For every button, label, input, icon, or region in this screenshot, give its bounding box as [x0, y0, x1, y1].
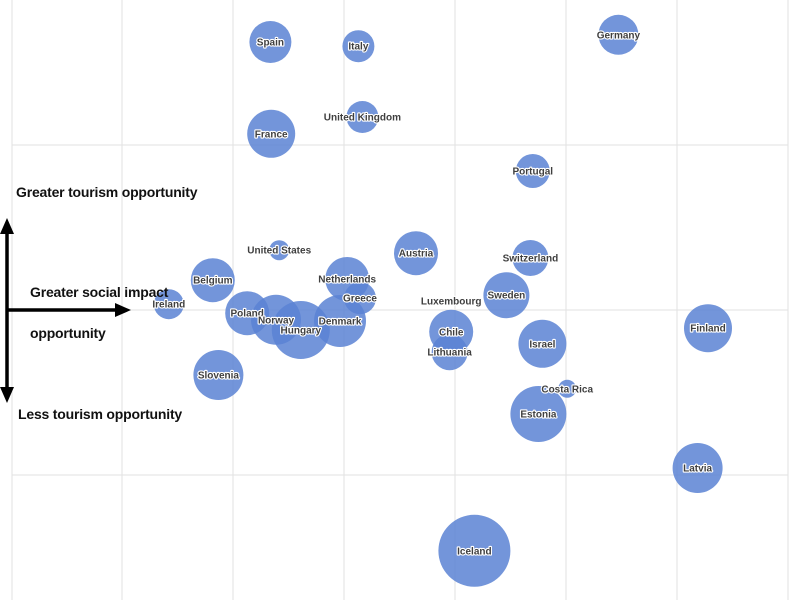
bubble-united-states: [269, 240, 290, 261]
bubble-label-greece: Greece: [343, 294, 377, 305]
bubble-finland: [684, 304, 732, 353]
bubble-label-france: France: [255, 129, 288, 140]
chart-grid: [11, 0, 789, 600]
bubble-italy: [342, 30, 375, 63]
bubble-iceland: [438, 514, 511, 587]
bubble-label-costa-rica: Costa Rica: [541, 384, 593, 395]
bubble-label-israel: Israel: [529, 339, 555, 350]
bubble-label-slovenia: Slovenia: [198, 371, 240, 382]
bubble-label-italy: Italy: [348, 42, 368, 53]
bubble-latvia: [672, 443, 723, 493]
bubble-label-sweden: Sweden: [488, 291, 526, 302]
bubble-label-belgium: Belgium: [193, 276, 233, 287]
bubble-austria: [394, 231, 438, 276]
bubble-label-finland: Finland: [690, 324, 726, 335]
x-axis-arrow: [7, 303, 131, 317]
bubble-label-lithuania: Lithuania: [427, 348, 472, 359]
bubble-france: [247, 109, 296, 158]
bubble-costa-rica: [558, 379, 577, 398]
bubble-label-hungary: Hungary: [281, 326, 322, 337]
bubble-label-ireland: Ireland: [152, 300, 185, 311]
bubble-israel: [518, 319, 567, 368]
bubble-label-iceland: Iceland: [457, 546, 491, 557]
bubble-spain: [249, 21, 292, 63]
bubble-label-spain: Spain: [257, 38, 284, 49]
bubble-lithuania: [431, 334, 468, 371]
bubble-label-portugal: Portugal: [513, 167, 554, 178]
bubble-sweden: [483, 272, 530, 319]
bubble-label-germany: Germany: [597, 30, 641, 41]
bubble-label-poland: Poland: [231, 309, 264, 320]
bubble-label-latvia: Latvia: [683, 464, 712, 475]
x-axis-label: Greater social impact opportunity: [30, 272, 180, 354]
label-layer: Spain Italy Germany United Kingdom France Por…: [151, 29, 727, 558]
bubble-label-chile: Chile: [439, 327, 464, 338]
x-axis-label-text: Greater social impact opportunity: [30, 284, 169, 341]
bubble-layer: [153, 14, 732, 587]
bubble-united-kingdom: [346, 101, 379, 133]
bubble-germany: [598, 14, 639, 55]
y-axis-bottom-label: Less tourism opportunity: [18, 406, 182, 422]
bubble-label-united-states: United States: [247, 246, 311, 257]
bubble-label-united-kingdom: United Kingdom: [324, 113, 401, 124]
bubble-hungary: [271, 301, 330, 359]
bubble-belgium: [190, 258, 235, 303]
bubble-label-netherlands: Netherlands: [318, 275, 376, 286]
bubble-label-denmark: Denmark: [319, 317, 362, 328]
bubble-label-luxembourg: Luxembourg: [421, 297, 482, 308]
bubble-label-austria: Austria: [399, 249, 434, 260]
bubble-portugal: [515, 154, 550, 188]
bubble-estonia: [510, 386, 567, 442]
bubble-label-norway: Norway: [258, 315, 295, 326]
bubble-slovenia: [193, 350, 244, 400]
bubble-label-switzerland: Switzerland: [503, 254, 559, 265]
bubble-switzerland: [512, 240, 549, 276]
bubble-label-estonia: Estonia: [520, 410, 557, 421]
bubble-ireland: [153, 289, 184, 320]
y-axis-top-label: Greater tourism opportunity: [16, 184, 198, 200]
